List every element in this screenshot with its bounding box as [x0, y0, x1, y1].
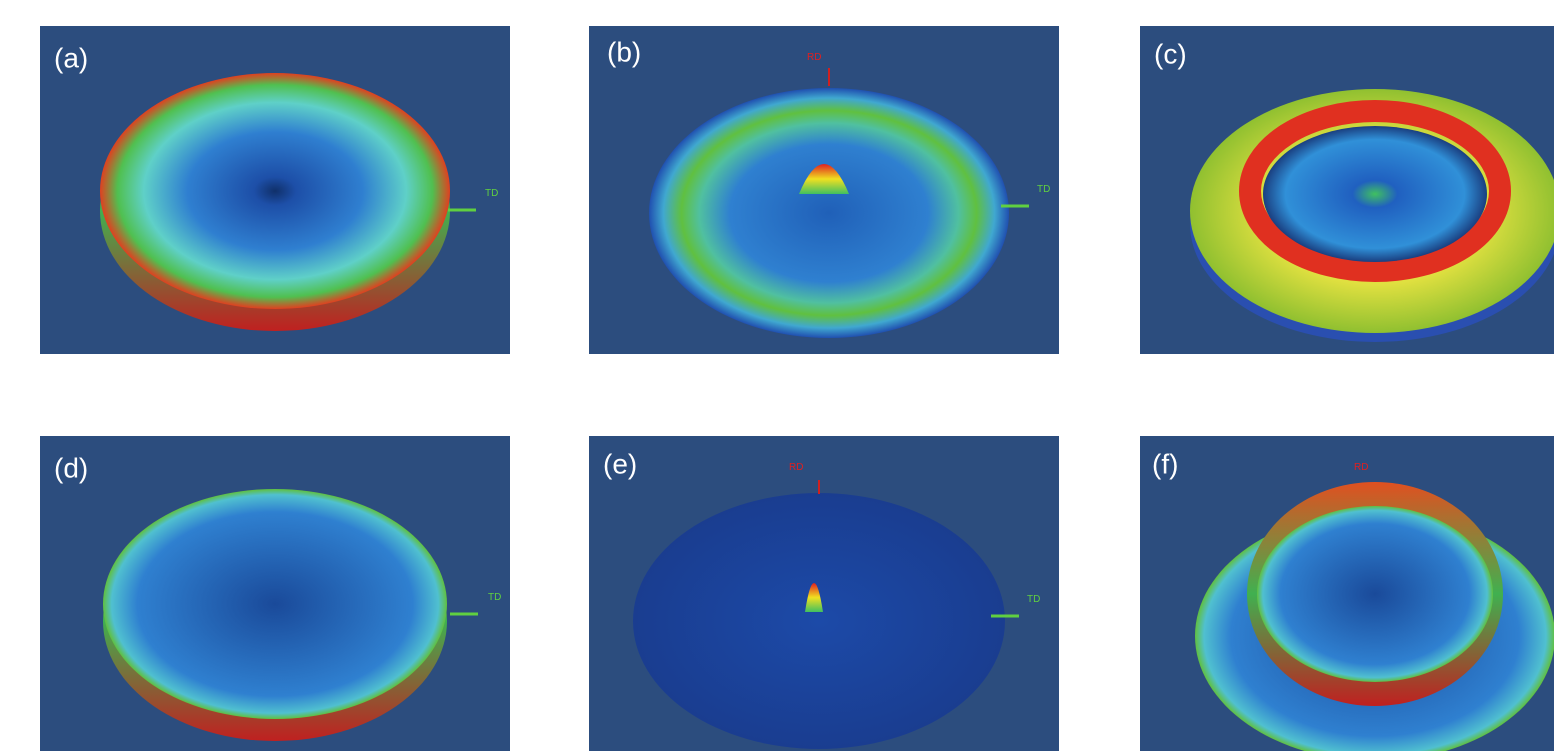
- axis-label: TD: [1027, 594, 1040, 605]
- panel-d: (d) TD: [40, 436, 510, 751]
- axis-label: RD: [789, 462, 803, 473]
- panel-label: (d): [54, 452, 88, 483]
- panel-c: (c): [1140, 26, 1554, 354]
- axis-label: TD: [488, 592, 501, 603]
- surface: [633, 493, 1005, 749]
- surface: [100, 73, 450, 309]
- surface: [103, 489, 447, 719]
- axis-label: TD: [1037, 184, 1050, 195]
- panel-label: (e): [603, 448, 637, 479]
- panel-label: (b): [607, 36, 641, 67]
- axis-label: RD: [807, 52, 821, 63]
- panel-b: (b) RD TD: [589, 26, 1059, 354]
- panel-label: (a): [54, 42, 88, 73]
- panel-label: (f): [1152, 448, 1178, 479]
- surface: [649, 88, 1009, 338]
- panel-a: (a) TD: [40, 26, 510, 354]
- axis-label: RD: [1354, 462, 1368, 473]
- panel-e: (e) RD TD: [589, 436, 1059, 751]
- panel-label: (c): [1154, 38, 1187, 69]
- inner-surface: [1263, 126, 1487, 262]
- figure: (a) TD (b) RD TD (c) (d) TD (e) RD TD (f…: [0, 0, 1554, 751]
- inner-surface: [1257, 506, 1493, 682]
- panel-f: (f) RD: [1140, 436, 1554, 751]
- axis-label: TD: [485, 188, 498, 199]
